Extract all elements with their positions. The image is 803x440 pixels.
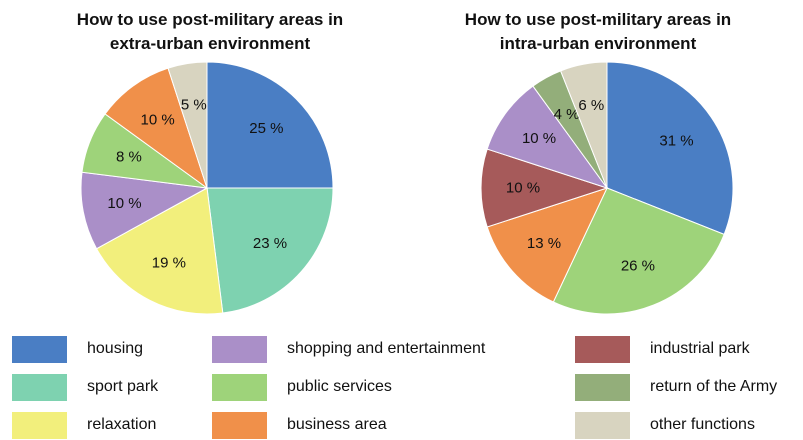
pie-slice-shopping-and-entertainment: [486, 85, 609, 189]
chart-title-line: intra-urban environment: [499, 34, 697, 53]
data-label-housing: 31 %: [659, 132, 693, 149]
data-label-public-services: 26 %: [621, 258, 655, 275]
data-label-return-of-the-army: 4 %: [554, 106, 580, 123]
data-label-other-functions: 5 %: [181, 97, 207, 114]
legend-label: business area: [287, 416, 387, 433]
data-label-housing: 25 %: [249, 120, 283, 137]
legend-label: public services: [287, 378, 392, 395]
legend-swatch: [212, 373, 267, 401]
chart-title-line: extra-urban environment: [109, 34, 311, 53]
legend-label: housing: [87, 340, 144, 357]
legend-item-other-functions: other functions: [575, 410, 755, 440]
pie-chart-extra-urban: 25 % 23 % 19 % 10 % 8 % 10 % 5 %: [80, 61, 334, 315]
pie-slice-other-functions: [559, 61, 608, 189]
legend-item-public-services: public services: [212, 372, 392, 402]
data-label-business-area: 10 %: [141, 112, 175, 129]
chart-title-line: How to use post-military areas in: [76, 10, 344, 29]
legend-item-industrial-park: industrial park: [575, 334, 750, 364]
legend-label: return of the Army: [650, 378, 778, 395]
legend: housing sport park relaxation shopping and …: [0, 332, 803, 440]
legend-swatch: [575, 411, 630, 439]
legend-swatch: [212, 335, 267, 363]
pie-slice-sport-park: [206, 187, 334, 314]
chart-title-extra-urban: How to use post-military areas in extra-…: [30, 8, 390, 56]
legend-item-housing: housing: [12, 334, 143, 364]
legend-item-shopping-and-entertainment: shopping and entertainment: [212, 334, 485, 364]
legend-label: shopping and entertainment: [287, 340, 486, 357]
legend-swatch: [12, 411, 67, 439]
legend-label: relaxation: [87, 416, 157, 433]
legend-swatch: [212, 411, 267, 439]
pie-slice-business-area: [104, 67, 208, 190]
legend-swatch: [575, 373, 630, 401]
pie-slice-housing: [206, 61, 334, 189]
pie-slice-business-area: [486, 187, 608, 303]
chart-title-intra-urban: How to use post-military areas in intra-…: [418, 8, 778, 56]
legend-label: industrial park: [650, 340, 750, 357]
pie-charts: 25 % 23 % 19 % 10 % 8 % 10 % 5 % 31 % 26 % 13 % 1…: [80, 61, 734, 315]
pie-chart-intra-urban: 31 % 26 % 13 % 10 % 10 % 4 %6 %: [480, 61, 734, 315]
data-label-relaxation: 19 %: [152, 254, 186, 271]
pie-slice-relaxation: [95, 187, 224, 315]
legend-swatch: [12, 335, 67, 363]
legend-swatch: [12, 373, 67, 401]
legend-label: other functions: [650, 416, 755, 433]
legend-label: sport park: [87, 378, 159, 395]
data-label-industrial-park: 10 %: [506, 180, 540, 197]
data-label-shopping-and-entertainment: 10 %: [522, 130, 556, 147]
legend-item-return-of-the-army: return of the Army: [575, 372, 777, 402]
chart-title-line: How to use post-military areas in: [464, 10, 732, 29]
legend-swatch: [575, 335, 630, 363]
pie-slice-housing: [606, 61, 734, 236]
data-label-other-functions: 6 %: [578, 97, 604, 114]
legend-item-relaxation: relaxation: [12, 410, 156, 440]
legend-item-sport-park: sport park: [12, 372, 158, 402]
legend-item-business-area: business area: [212, 410, 387, 440]
pie-slice-industrial-park: [480, 148, 609, 228]
pie-slice-public-services: [552, 187, 725, 315]
data-label-sport-park: 23 %: [253, 235, 287, 252]
pie-slice-shopping-and-entertainment: [80, 171, 209, 250]
data-label-business-area: 13 %: [527, 235, 561, 252]
data-label-shopping-and-entertainment: 10 %: [107, 195, 141, 212]
data-label-public-services: 8 %: [116, 149, 142, 166]
pie-slice-other-functions: [167, 61, 208, 189]
